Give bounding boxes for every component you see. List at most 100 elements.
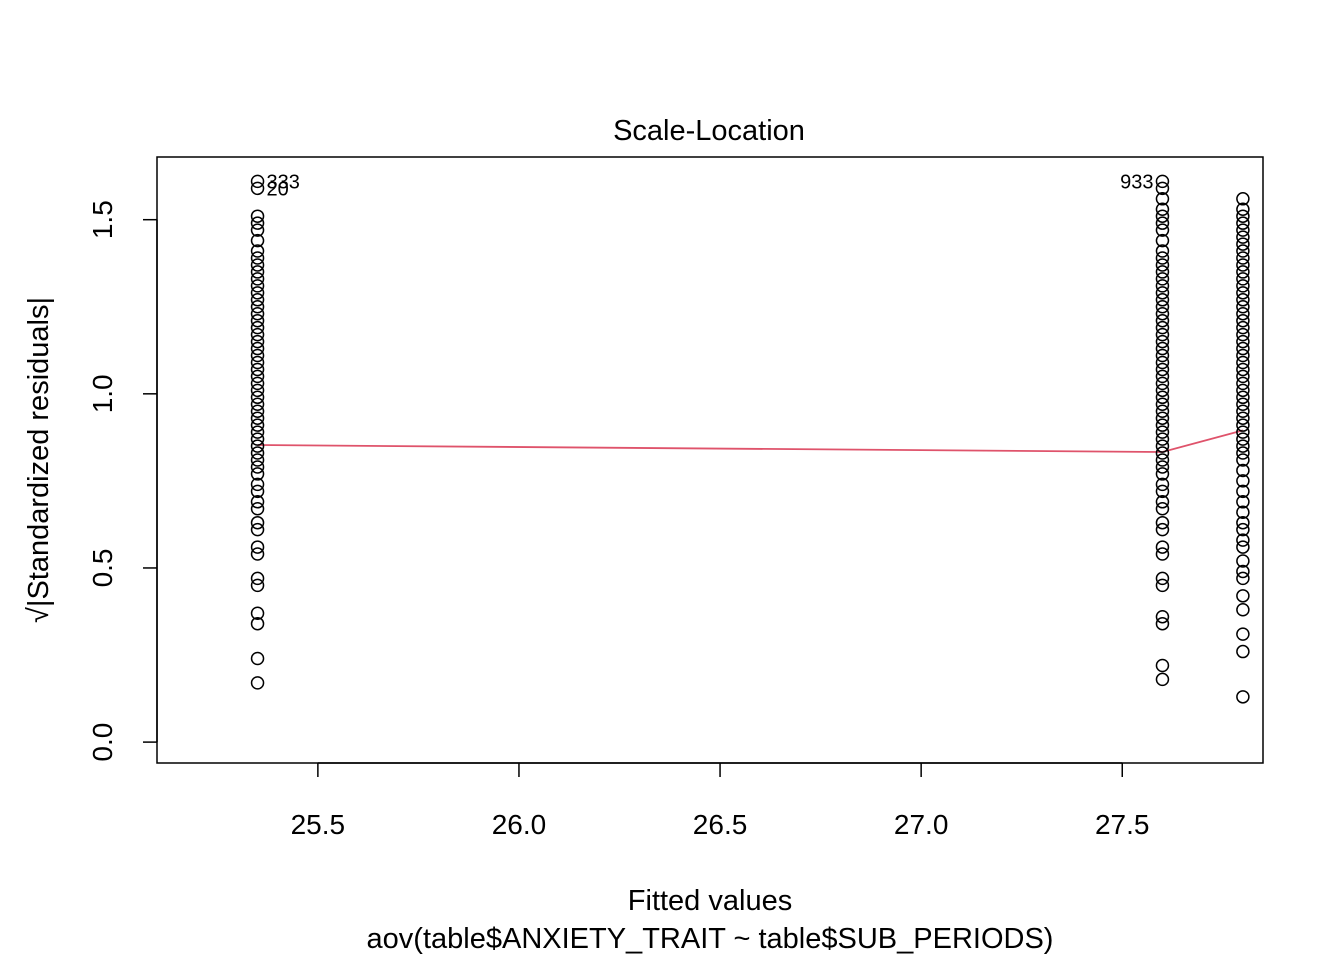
residual-point [250,390,265,405]
y-tick-label: 0.5 [87,548,118,587]
residual-point [250,258,265,272]
residual-point [1236,376,1250,391]
residual-point [1236,446,1250,460]
residual-point [1155,327,1170,342]
residual-point [1155,369,1170,384]
residual-point [1155,658,1170,673]
residual-point [250,265,265,279]
residual-point [250,383,265,398]
residual-point [1236,564,1250,579]
residual-point [1155,616,1170,631]
residual-point [1155,223,1170,237]
residual-point [1236,533,1250,547]
residual-point [250,369,265,384]
residual-point [250,244,265,258]
residual-point [1236,369,1250,384]
residual-point [1236,432,1250,446]
residual-point [250,397,265,412]
residual-point [250,306,265,321]
residual-point [250,467,265,481]
residual-point [1155,515,1170,530]
residual-point [250,515,265,530]
residual-point [250,272,265,286]
residual-point [250,411,265,425]
residual-point [250,327,265,342]
residual-point [1155,425,1170,439]
residual-point [1236,341,1250,356]
residual-point [250,495,265,509]
residual-point [1236,286,1250,300]
point-id-label: 933 [1120,171,1153,193]
plot-frame [156,156,1264,764]
residual-point [1155,348,1170,363]
residual-point [250,432,265,446]
residual-point [250,279,265,293]
residual-point [1236,439,1250,453]
residual-point [250,477,265,492]
residual-point [1236,571,1250,586]
residual-point [1236,484,1250,499]
residual-point [1236,306,1250,321]
residual-point [1236,411,1250,425]
residual-point [1155,477,1170,492]
residual-point [1236,327,1250,342]
residual-point [1236,383,1250,398]
residual-point [1155,446,1170,460]
residual-point [250,484,265,499]
residual-point [1155,258,1170,272]
residual-point [1236,540,1250,554]
smooth-line [257,429,1244,453]
residual-point [1155,404,1170,418]
residual-point [1155,495,1170,509]
residual-point [250,334,265,349]
residual-point [250,286,265,300]
residual-point [1236,554,1250,568]
residual-point [1155,251,1170,265]
residual-point [250,418,265,432]
residual-point [250,209,265,223]
residual-point [1155,181,1170,196]
residual-point [1155,439,1170,453]
residual-point [250,606,265,620]
residual-point [1236,474,1250,488]
residual-point [1155,209,1170,223]
residual-point [250,453,265,467]
residual-point [1155,411,1170,425]
residual-point [1155,265,1170,279]
residual-point [1155,502,1170,516]
residual-point [250,216,265,230]
residual-point [1155,418,1170,432]
residual-point [1236,495,1250,509]
residual-point [1155,174,1170,189]
residual-point [1236,258,1250,272]
residual-point [250,446,265,460]
residual-point [250,320,265,335]
residual-point [1155,272,1170,286]
residual-point [1236,355,1250,370]
residual-point [1236,348,1250,363]
residual-point [1236,404,1250,418]
residual-point [1155,390,1170,405]
residual-point [1155,202,1170,216]
residual-point [1236,627,1250,641]
residual-point [250,181,265,196]
residual-point [250,578,265,593]
x-tick-label: 27.5 [1095,809,1150,840]
residual-point [250,439,265,453]
residual-point [1236,300,1250,314]
residual-point [250,425,265,439]
residual-point [1155,313,1170,328]
residual-point [1236,397,1250,412]
point-id-label: 20 [267,178,289,200]
points-layer [250,174,1250,704]
residual-point [1155,216,1170,230]
y-tick-label: 1.0 [87,374,118,413]
residual-point [250,293,265,307]
residual-point [1155,672,1170,687]
residual-point [1236,603,1250,617]
residual-point [250,522,265,537]
residual-point [1155,244,1170,258]
residual-point [250,676,265,690]
residual-point [1236,644,1250,659]
